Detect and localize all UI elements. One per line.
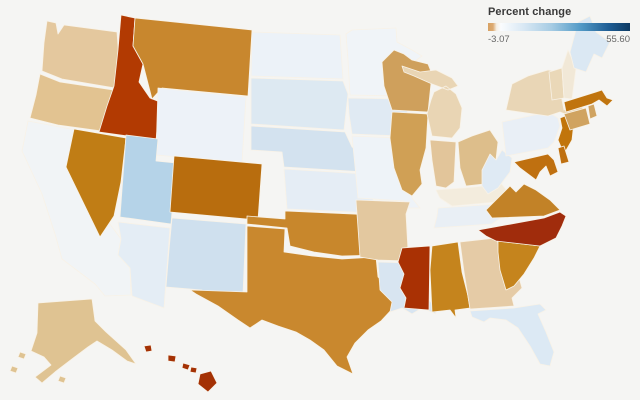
state-new-mexico[interactable] <box>165 217 247 300</box>
state-texas[interactable] <box>189 225 395 375</box>
state-colorado[interactable] <box>169 155 263 221</box>
state-mississippi[interactable] <box>397 245 431 311</box>
state-vermont[interactable] <box>548 67 565 101</box>
state-pennsylvania[interactable] <box>501 111 561 157</box>
state-west-virginia[interactable] <box>481 149 513 195</box>
state-florida[interactable] <box>469 303 555 367</box>
state-illinois[interactable] <box>389 111 429 197</box>
state-nebraska[interactable] <box>250 125 367 173</box>
state-washington[interactable] <box>41 20 122 90</box>
state-michigan[interactable] <box>401 65 463 139</box>
state-connecticut[interactable] <box>563 107 591 131</box>
state-hawaii[interactable] <box>143 344 218 393</box>
legend-title: Percent change <box>488 6 572 18</box>
state-alabama[interactable] <box>429 241 471 319</box>
state-indiana[interactable] <box>429 139 457 189</box>
state-massachusetts[interactable] <box>563 89 614 113</box>
legend-min-label: -3.07 <box>488 34 510 45</box>
state-rhode-island[interactable] <box>587 103 598 120</box>
state-wisconsin[interactable] <box>381 49 433 113</box>
state-south-carolina[interactable] <box>497 240 541 291</box>
state-alaska[interactable] <box>9 298 137 384</box>
state-delaware[interactable] <box>557 145 570 165</box>
state-virginia[interactable] <box>485 183 561 219</box>
state-oklahoma[interactable] <box>246 210 377 257</box>
legend: Percent change -3.07 55.60 <box>488 6 630 45</box>
state-south-dakota[interactable] <box>250 77 349 131</box>
state-arizona[interactable] <box>117 221 171 309</box>
state-wyoming[interactable] <box>155 87 247 164</box>
state-new-york[interactable] <box>505 69 585 117</box>
legend-gradient-bar <box>488 23 630 31</box>
legend-labels: -3.07 55.60 <box>488 34 630 45</box>
state-north-dakota[interactable] <box>250 31 344 80</box>
state-montana[interactable] <box>132 17 253 100</box>
legend-max-label: 55.60 <box>606 34 630 45</box>
states-layer <box>9 14 614 393</box>
state-maryland[interactable] <box>513 153 559 181</box>
state-north-carolina[interactable] <box>477 211 567 247</box>
